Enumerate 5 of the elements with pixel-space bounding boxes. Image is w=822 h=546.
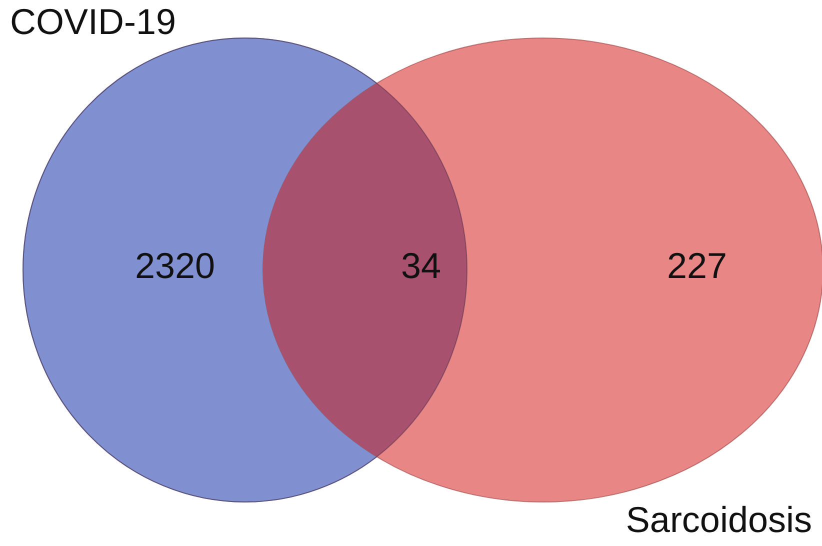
data-label: 2320 [134, 244, 216, 286]
category-label: COVID-19 [10, 0, 176, 42]
data-label: 227 [666, 244, 728, 286]
category-label: Sarcoidosis [626, 498, 812, 540]
data-label: 34 [400, 244, 442, 286]
